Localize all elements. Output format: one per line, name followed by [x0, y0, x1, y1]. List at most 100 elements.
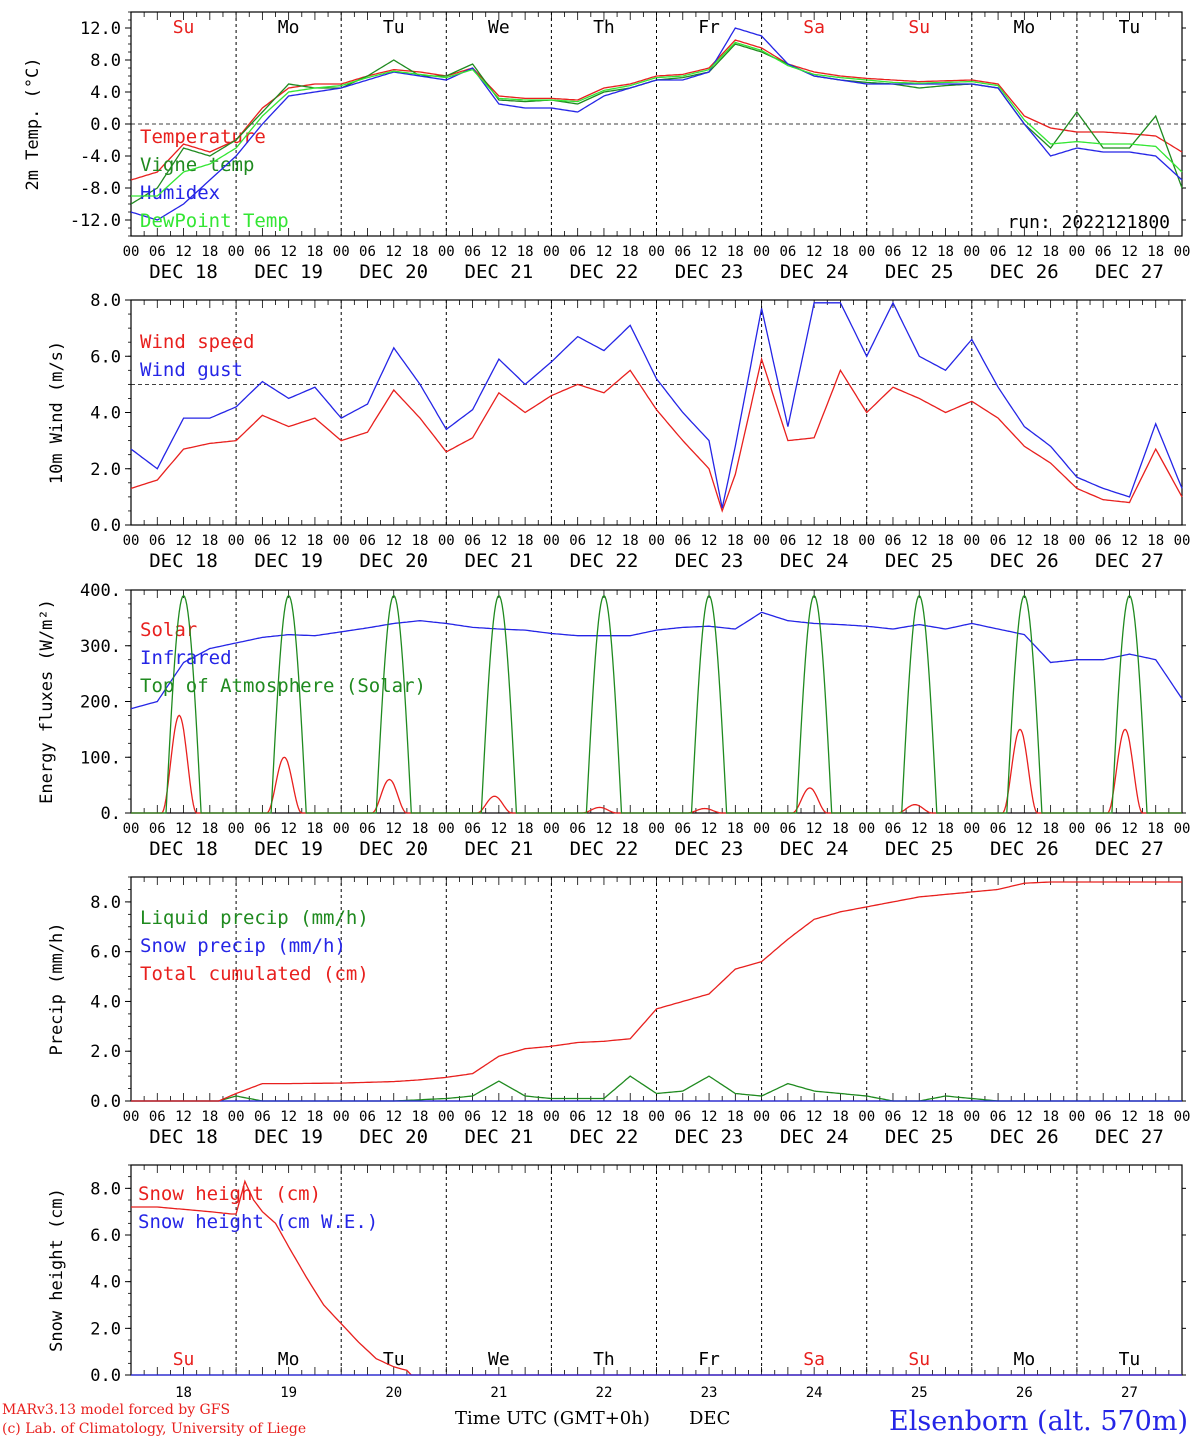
- legend-entry: DewPoint Temp: [140, 210, 289, 232]
- x-hour-label: 18: [412, 533, 429, 549]
- x-hour-label: 18: [1042, 533, 1059, 549]
- x-hour-label: 00: [438, 533, 455, 549]
- x-hour-label: 06: [990, 244, 1007, 260]
- x-hour-label: 12: [280, 533, 297, 549]
- x-hour-label: 12: [280, 1109, 297, 1125]
- x-hour-label: 00: [438, 1109, 455, 1125]
- series-line-wind-speed: [130, 356, 1183, 513]
- x-day-label: DEC 22: [570, 261, 639, 283]
- x-day-label: DEC 22: [570, 1126, 639, 1148]
- x-day-label: DEC 21: [465, 1126, 534, 1148]
- x-hour-label: 00: [333, 821, 350, 837]
- panel-3: 0. 100. 200. 300. 400. Energy fluxes (W/m²) 00…: [37, 581, 1190, 860]
- x-day-label: DEC 18: [149, 550, 218, 572]
- weekday-label: Fr: [698, 17, 720, 38]
- x-day-label: DEC 26: [990, 550, 1059, 572]
- x-hour-label: 18: [306, 533, 323, 549]
- x-hour-label: 00: [543, 821, 560, 837]
- x-day-label: DEC 18: [149, 838, 218, 860]
- x-hour-label: 18: [201, 244, 218, 260]
- x-hour-label: 00: [543, 244, 560, 260]
- x-hour-label: 12: [175, 244, 192, 260]
- x-hour-label: 06: [885, 533, 902, 549]
- x-hour-label: 12: [280, 244, 297, 260]
- x-hour-label: 18: [832, 244, 849, 260]
- x-hour-label: 00: [228, 533, 245, 549]
- x-hour-label: 18: [412, 1109, 429, 1125]
- x-day-label: DEC 25: [885, 550, 954, 572]
- x-hour-label: 18: [832, 533, 849, 549]
- x-day-label: DEC 20: [359, 261, 428, 283]
- x-hour-label: 00: [1068, 244, 1085, 260]
- x-hour-label: 00: [858, 244, 875, 260]
- y-tick-label: 4.0: [90, 1273, 121, 1293]
- x-day-label: DEC 26: [990, 261, 1059, 283]
- x-hour-label: 00: [438, 244, 455, 260]
- y-axis-label: Energy fluxes (W/m²): [37, 599, 57, 804]
- legend-entry: Vigne temp: [140, 154, 254, 176]
- x-daynum-label: 18: [175, 1385, 192, 1401]
- weekday-label: Sa: [803, 17, 825, 38]
- x-hour-label: 06: [254, 244, 271, 260]
- x-day-label: DEC 19: [254, 261, 323, 283]
- x-hour-label: 06: [569, 821, 586, 837]
- y-tick-label: 8.0: [90, 291, 121, 311]
- y-tick-label: 0.0: [90, 1092, 121, 1112]
- y-tick-label: 8.0: [90, 893, 121, 913]
- y-tick-label: 0.0: [90, 115, 121, 135]
- legend-entry: Infrared: [140, 647, 232, 669]
- x-hour-label: 00: [1068, 821, 1085, 837]
- y-tick-label: 2.0: [90, 1042, 121, 1062]
- x-hour-label: 00: [753, 244, 770, 260]
- x-hour-label: 18: [937, 244, 954, 260]
- x-hour-label: 00: [438, 821, 455, 837]
- x-hour-label: 12: [385, 533, 402, 549]
- x-hour-label: 18: [201, 1109, 218, 1125]
- y-tick-label: 0.0: [90, 1366, 121, 1386]
- x-hour-label: 12: [175, 1109, 192, 1125]
- x-hour-label: 12: [1121, 821, 1138, 837]
- panel-1: -12.0 -8.0 -4.0 0.0 4.0 8.0 12.0 2m Temp. (°C) 0…: [23, 11, 1190, 283]
- x-day-label: DEC 27: [1095, 1126, 1164, 1148]
- x-hour-label: 18: [201, 533, 218, 549]
- x-daynum-label: 24: [806, 1385, 823, 1401]
- y-tick-label: 4.0: [90, 992, 121, 1012]
- x-hour-label: 06: [254, 821, 271, 837]
- x-hour-label: 00: [1174, 821, 1191, 837]
- legend-entry: Temperature: [140, 126, 266, 148]
- x-hour-label: 00: [123, 1109, 140, 1125]
- x-day-label: DEC 27: [1095, 261, 1164, 283]
- x-hour-label: 18: [832, 821, 849, 837]
- x-day-label: DEC 20: [359, 838, 428, 860]
- legend-entry: Snow height (cm W.E.): [138, 1211, 378, 1233]
- x-hour-label: 00: [753, 533, 770, 549]
- x-hour-label: 06: [885, 821, 902, 837]
- time-axis-label: Time UTC (GMT+0h): [455, 1408, 650, 1429]
- model-credit-line2: (c) Lab. of Climatology, University of L…: [2, 1421, 306, 1437]
- x-hour-label: 06: [359, 244, 376, 260]
- y-tick-label: 6.0: [90, 943, 121, 963]
- x-hour-label: 12: [806, 821, 823, 837]
- x-hour-label: 00: [228, 1109, 245, 1125]
- weekday-label: Su: [173, 1349, 195, 1370]
- x-hour-label: 18: [201, 821, 218, 837]
- weekday-label: Tu: [1119, 17, 1141, 38]
- x-hour-label: 12: [806, 244, 823, 260]
- x-hour-label: 00: [228, 821, 245, 837]
- x-hour-label: 12: [490, 1109, 507, 1125]
- x-hour-label: 00: [648, 244, 665, 260]
- x-day-label: DEC 25: [885, 261, 954, 283]
- x-hour-label: 12: [175, 821, 192, 837]
- x-hour-label: 12: [1121, 244, 1138, 260]
- x-hour-label: 18: [622, 244, 639, 260]
- series-line-total-cumulated-cm-: [131, 881, 1182, 1102]
- series-line-dewpoint-temp: [131, 41, 1183, 197]
- x-hour-label: 12: [280, 821, 297, 837]
- x-hour-label: 00: [963, 821, 980, 837]
- legend-entry: Snow height (cm): [138, 1183, 321, 1205]
- month-axis-label: DEC: [689, 1408, 730, 1429]
- x-hour-label: 00: [1174, 533, 1191, 549]
- x-hour-label: 12: [1016, 244, 1033, 260]
- x-day-label: DEC 27: [1095, 838, 1164, 860]
- weekday-label: Fr: [698, 1349, 720, 1370]
